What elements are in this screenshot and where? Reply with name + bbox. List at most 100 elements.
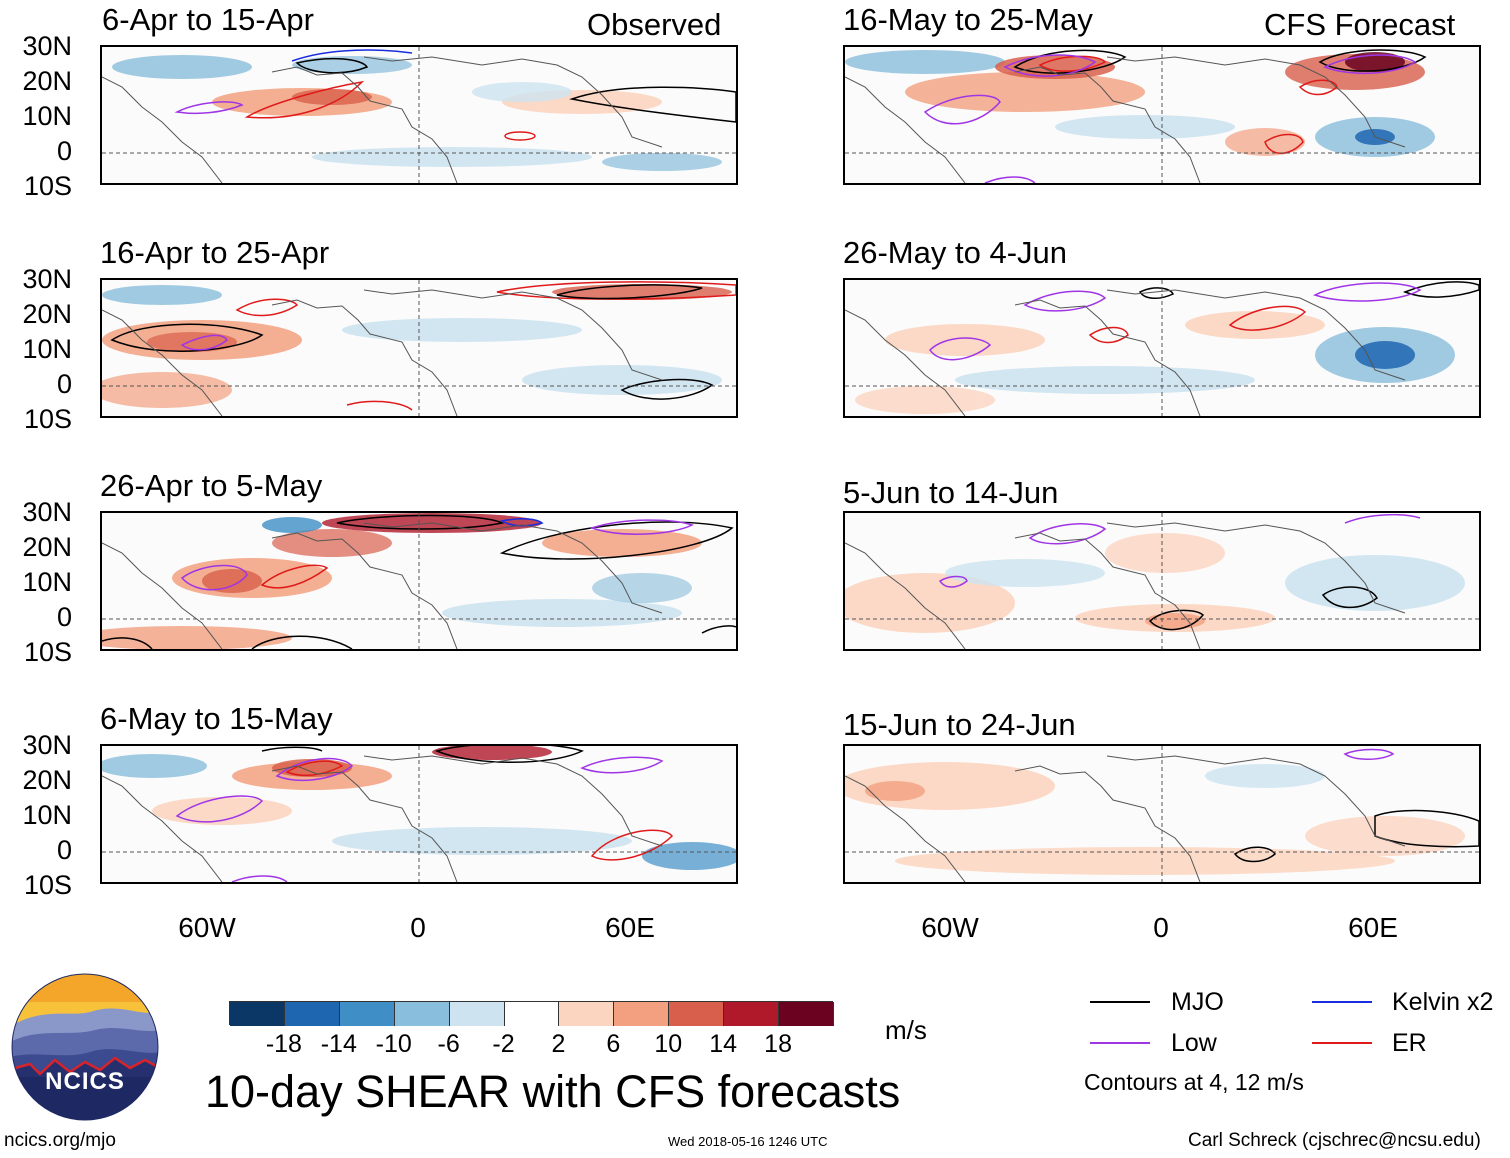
panel-title: 6-Apr to 15-Apr [102,2,314,37]
shear-shading-negative [342,318,582,342]
er-contour [285,760,344,777]
low-contour [923,94,1001,125]
lat-label: 0 [56,835,72,865]
colorbar-tick-label: 10 [654,1030,683,1058]
mjo-contour [569,86,736,123]
shear-shading-positive [905,72,1145,112]
mjo-contour [261,746,323,752]
panel-title: 26-Apr to 5-May [100,468,323,503]
coastline [1106,289,1406,381]
lat-label: 20N [22,66,72,96]
shear-shading-negative [292,56,412,74]
shear-shading-positive [885,324,1045,356]
colorbar [229,1001,834,1026]
coastline [1014,66,1201,183]
er-contour [260,564,329,589]
low-contour [1313,282,1422,302]
lat-label: 30N [22,264,72,294]
lon-label: 60E [605,912,655,943]
low-contour [174,101,244,115]
legend-label-er: ER [1392,1029,1427,1057]
shear-shading-positive [865,781,925,801]
er-contour [1038,55,1107,72]
lat-label: 10S [23,637,72,667]
colorbar-swatch [284,1002,340,1026]
coastline [845,542,966,649]
mjo-contour [110,323,264,352]
mjo-contour [1138,287,1175,299]
low-contour [275,757,354,782]
observed-label: Observed [587,7,722,42]
shear-shading-negative [602,153,722,171]
shear-map [843,511,1481,651]
coastline [102,76,223,183]
footer-url[interactable]: ncics.org/mjo [4,1130,116,1151]
main-title: 10-day SHEAR with CFS forecasts [205,1066,901,1117]
lat-label: 10S [23,870,72,900]
shear-shading-negative [1205,764,1325,788]
shear-shading-positive [102,372,232,408]
mjo-contour [556,284,703,300]
low-contour [175,795,264,823]
logo-text: NCICS [45,1068,125,1095]
mjo-contour [295,57,369,74]
coastline [271,532,458,649]
shear-shading-positive [432,746,552,760]
coastline [271,66,458,183]
lat-label: 10N [22,567,72,597]
coastline [1014,532,1201,649]
coastline [271,765,458,882]
coastline [363,56,663,148]
low-contour [231,875,288,882]
er-contour [346,400,413,411]
er-contour [1298,79,1338,96]
panel-title: 5-Jun to 14-Jun [843,475,1059,510]
shear-shading-negative [472,82,572,102]
colorbar-tick-label: 14 [709,1030,738,1058]
lat-label: 10S [23,171,72,201]
mjo-contour [1374,809,1479,848]
footer-author: Carl Schreck (cjschrec@ncsu.edu) [1188,1130,1481,1151]
coastline [271,299,458,416]
mjo-contour [434,746,584,763]
colorbar-tick-label: -2 [492,1030,515,1058]
lat-label: 10N [22,800,72,830]
legend-label-low: Low [1171,1029,1217,1057]
er-contour [1228,305,1307,331]
low-contour [929,337,992,361]
panel-title: 15-Jun to 24-Jun [843,707,1076,742]
er-contour [235,298,299,317]
low-contour [580,756,664,774]
shear-shading-negative [442,599,682,627]
shear-map [843,45,1481,185]
panel-title: 16-May to 25-May [843,2,1093,37]
er-contour [244,80,365,119]
coastline [845,309,966,416]
lon-label: 60W [921,912,979,943]
shear-shading-positive [895,847,1395,875]
low-contour [180,564,248,591]
colorbar-tick-label: -14 [320,1030,357,1058]
low-contour [1003,54,1097,77]
colorbar-swatch [449,1002,505,1026]
mjo-contour [336,514,505,530]
lat-label: 20N [22,765,72,795]
shear-shading-negative [592,573,692,603]
contour-note: Contours at 4, 12 m/s [1084,1069,1304,1095]
mjo-contour [620,378,714,400]
lat-label: 30N [22,31,72,61]
low-contour [1023,290,1107,312]
lat-label: 0 [56,369,72,399]
mjo-contour [1233,846,1276,863]
kelvin-contour [291,49,413,62]
shear-map [843,278,1481,418]
mjo-legend-line [1090,1001,1150,1003]
lat-label: 30N [22,730,72,760]
colorbar-swatch [339,1002,395,1026]
shear-shading-positive [102,626,292,649]
low-contour [1028,523,1107,545]
colorbar-swatch [394,1002,450,1026]
shear-shading-positive [152,797,292,825]
colorbar-unit: m/s [885,1015,927,1045]
shear-shading-negative [522,365,722,395]
